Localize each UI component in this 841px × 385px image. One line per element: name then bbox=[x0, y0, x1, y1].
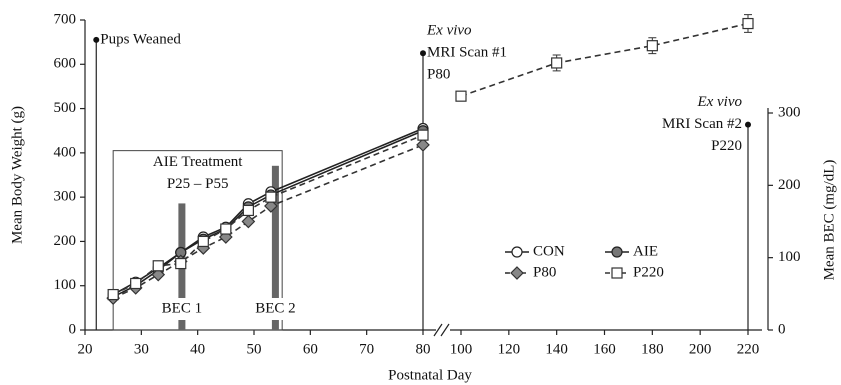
bec-label: BEC 1 bbox=[162, 300, 202, 316]
series-marker bbox=[152, 260, 164, 272]
bec-label-bg bbox=[155, 298, 208, 320]
series-marker bbox=[265, 191, 277, 203]
series-line bbox=[460, 22, 749, 97]
x-tick-label: 200 bbox=[689, 341, 712, 357]
annotation-text: MRI Scan #2 bbox=[662, 116, 742, 132]
x-tick-label: 50 bbox=[247, 341, 262, 357]
series-marker bbox=[242, 204, 254, 217]
series-marker bbox=[151, 267, 166, 282]
x-tick-label: 80 bbox=[416, 341, 431, 357]
legend-label: P220 bbox=[633, 264, 664, 280]
annotation-dot bbox=[93, 36, 100, 43]
series-marker bbox=[107, 288, 119, 301]
annotation-text: P220 bbox=[711, 138, 742, 154]
series-marker bbox=[197, 235, 209, 248]
series-marker bbox=[455, 90, 467, 102]
x-axis-label: Postnatal Day bbox=[388, 367, 472, 383]
annotation-dot bbox=[745, 121, 751, 128]
bec-label-bg bbox=[249, 298, 302, 320]
x-tick-label: 70 bbox=[359, 341, 374, 357]
series-marker bbox=[264, 199, 278, 213]
y2-tick-label: 0 bbox=[778, 321, 786, 337]
series-line bbox=[112, 134, 424, 296]
treatment-box bbox=[112, 150, 283, 331]
x-tick-label: 100 bbox=[450, 341, 473, 357]
y-tick-label: 400 bbox=[54, 144, 77, 160]
annotation-dot bbox=[420, 50, 426, 57]
y-tick-label: 600 bbox=[54, 56, 77, 72]
y2-tick-label: 200 bbox=[778, 177, 801, 193]
annotation-text: Ex vivo bbox=[696, 94, 742, 110]
series-marker bbox=[416, 138, 430, 152]
x-tick-label: 30 bbox=[134, 341, 149, 357]
y-tick-label: 200 bbox=[54, 233, 77, 249]
y-tick-label: 700 bbox=[54, 11, 77, 27]
treatment-label: AIE Treatment bbox=[153, 154, 243, 170]
bec-label: BEC 2 bbox=[255, 300, 295, 316]
legend-marker bbox=[611, 246, 623, 258]
legend-label: CON bbox=[533, 243, 565, 259]
treatment-label: P25 – P55 bbox=[167, 176, 229, 192]
x-tick-label: 180 bbox=[641, 341, 664, 357]
y-axis-label: Mean Body Weight (g) bbox=[9, 106, 25, 244]
series-marker bbox=[241, 214, 256, 229]
legend-marker bbox=[611, 267, 623, 279]
x-tick-label: 160 bbox=[593, 341, 616, 357]
y2-axis-label: Mean BEC (mg/dL) bbox=[821, 160, 837, 281]
series-marker bbox=[551, 57, 563, 69]
x-tick-label: 60 bbox=[303, 341, 318, 357]
series-marker bbox=[646, 40, 658, 52]
series-marker bbox=[130, 277, 142, 290]
x-tick-label: 120 bbox=[498, 341, 521, 357]
annotation-text: Pups Weaned bbox=[100, 31, 181, 47]
legend-marker bbox=[510, 266, 524, 280]
x-tick-label: 220 bbox=[737, 341, 760, 357]
annotation-text: P80 bbox=[427, 67, 450, 83]
legend-marker bbox=[511, 246, 523, 258]
y-tick-label: 300 bbox=[54, 189, 77, 205]
y-tick-label: 500 bbox=[54, 100, 77, 116]
bec-bar bbox=[271, 165, 279, 330]
series-marker bbox=[220, 223, 232, 235]
y2-tick-label: 100 bbox=[778, 249, 801, 265]
legend-label: P80 bbox=[533, 264, 556, 280]
annotation-text: Ex vivo bbox=[426, 23, 472, 39]
x-tick-label: 20 bbox=[78, 341, 93, 357]
y-tick-label: 0 bbox=[69, 321, 77, 337]
annotation-text: MRI Scan #1 bbox=[427, 45, 507, 61]
series-marker bbox=[175, 257, 187, 270]
y2-tick-label: 300 bbox=[778, 104, 801, 120]
series-marker bbox=[417, 129, 429, 141]
axis-break bbox=[433, 323, 443, 337]
x-tick-label: 40 bbox=[190, 341, 205, 357]
x-tick-label: 140 bbox=[545, 341, 568, 357]
legend-label: AIE bbox=[633, 243, 658, 259]
y-tick-label: 100 bbox=[54, 277, 77, 293]
axis-break bbox=[440, 323, 450, 337]
series-marker bbox=[742, 17, 754, 30]
